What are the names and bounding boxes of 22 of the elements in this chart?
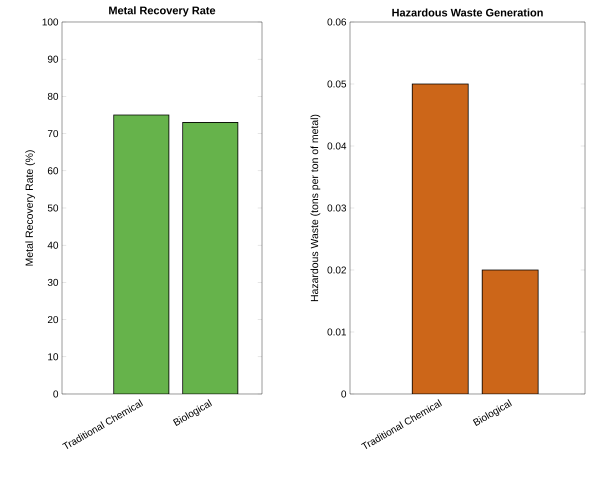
y-tick-label: 20 (48, 316, 58, 324)
y-tick-label: 30 (48, 278, 58, 286)
y-tick-label: 0.02 (327, 266, 346, 274)
y-tick-label: 0 (341, 390, 346, 398)
y-tick-label: 50 (48, 204, 58, 212)
y-tick-label: 0.03 (327, 204, 346, 212)
y-tick-label: 100 (42, 18, 58, 26)
y-tick-label: 90 (48, 56, 58, 63)
y-tick-label: 60 (48, 167, 58, 174)
chart-title: Metal Recovery Rate (109, 6, 216, 16)
y-tick-label: 80 (48, 92, 58, 100)
y-tick-label: 0.01 (327, 328, 346, 336)
y-tick-label: 40 (48, 242, 58, 249)
y-tick-label: 0.04 (327, 142, 346, 150)
y-tick-label: 0.06 (327, 18, 346, 26)
y-tick-label: 0.05 (327, 80, 346, 88)
y-axis-title: Hazardous Waste (tons per ton of metal) (310, 114, 320, 302)
y-tick-label: 0 (53, 390, 58, 398)
y-axis-title: Metal Recovery Rate (%) (25, 150, 36, 266)
y-tick-label: 10 (48, 353, 58, 360)
y-tick-label: 70 (48, 130, 58, 138)
chart-title: Hazardous Waste Generation (392, 8, 543, 16)
